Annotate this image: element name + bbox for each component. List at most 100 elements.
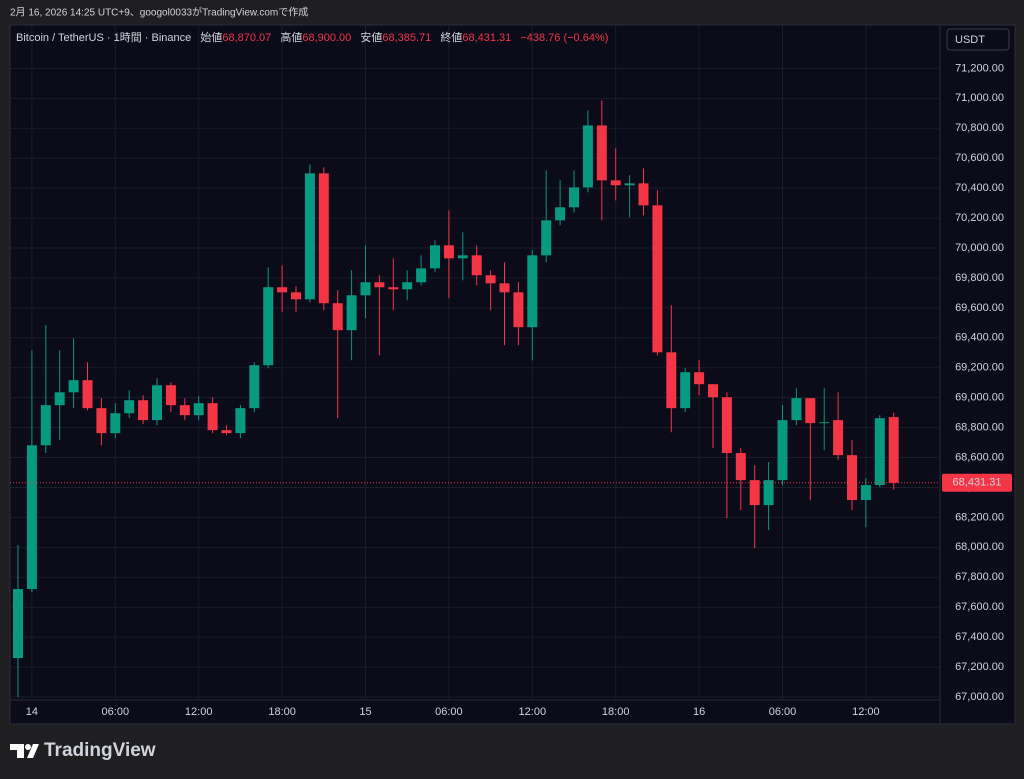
- candle-body: [318, 173, 329, 304]
- y-tick-label: 70,200.00: [955, 212, 1004, 224]
- logo-dot: [25, 744, 31, 750]
- symbol: Bitcoin / TetherUS · 1時間 · Binance: [16, 31, 191, 44]
- candle-body: [652, 205, 663, 353]
- candle-body: [457, 255, 468, 259]
- candle-body: [68, 380, 79, 393]
- candle-body: [721, 397, 732, 454]
- y-tick-label: 71,200.00: [955, 62, 1004, 74]
- candle-body: [277, 287, 288, 293]
- candle-body: [777, 420, 788, 481]
- x-tick-label: 12:00: [852, 706, 880, 718]
- candle-body: [708, 384, 718, 398]
- change: −438.76 (−0.64%): [520, 32, 608, 44]
- candle-body: [527, 255, 538, 328]
- y-tick-label: 68,000.00: [955, 541, 1004, 553]
- y-tick-label: 67,800.00: [955, 571, 1004, 583]
- x-tick-label: 18:00: [268, 706, 296, 718]
- candle-body: [485, 275, 496, 284]
- x-tick-label: 14: [26, 706, 38, 718]
- candle-body: [569, 187, 579, 208]
- caption: 2月 16, 2026 14:25 UTC+9、googol0033がTradi…: [10, 6, 308, 19]
- candle-body: [638, 183, 649, 206]
- y-tick-label: 69,600.00: [955, 302, 1004, 314]
- close-value: 68,431.31: [462, 32, 511, 44]
- y-tick-label: 68,800.00: [955, 422, 1004, 434]
- candle-body: [888, 417, 899, 483]
- candle-body: [513, 292, 524, 328]
- candle-body: [110, 413, 121, 434]
- candle-body: [833, 420, 844, 456]
- candle-body: [249, 365, 260, 409]
- candle-body: [124, 400, 135, 414]
- candle-body: [819, 422, 830, 424]
- y-tick-label: 70,000.00: [955, 242, 1004, 254]
- ohlc-header: Bitcoin / TetherUS · 1時間 · Binance 始値68,…: [16, 30, 608, 44]
- candle-body: [96, 408, 107, 434]
- open-value: 68,870.07: [222, 32, 271, 44]
- candle-body: [82, 380, 93, 409]
- candle-body: [610, 180, 621, 186]
- candle-body: [346, 295, 357, 331]
- candle-body: [235, 408, 246, 434]
- candle-body: [193, 403, 204, 416]
- x-tick-label: 06:00: [769, 706, 797, 718]
- last-price-label: 68,431.31: [953, 477, 1002, 489]
- candle-body: [763, 480, 774, 506]
- y-tick-label: 71,000.00: [955, 92, 1004, 104]
- candle-body: [332, 303, 343, 331]
- open-label: 始値: [200, 30, 222, 44]
- last-price-box: [942, 473, 1012, 492]
- candle-body: [847, 455, 857, 501]
- candle-body: [40, 405, 51, 446]
- candle-body: [13, 589, 23, 659]
- candle-body: [860, 485, 871, 501]
- y-tick-label: 69,200.00: [955, 362, 1004, 374]
- currency: USDT: [955, 34, 985, 46]
- candle-body: [416, 268, 427, 283]
- high-label: 高値: [280, 30, 302, 44]
- candle-body: [179, 405, 190, 416]
- candles: [13, 100, 899, 698]
- candle-body: [694, 372, 705, 385]
- candle-body: [138, 400, 149, 421]
- candle-body: [304, 173, 315, 300]
- candle-body: [874, 418, 885, 486]
- y-tick-label: 68,600.00: [955, 451, 1004, 463]
- brand: TradingView: [44, 740, 156, 761]
- candle-body: [360, 282, 371, 296]
- candle-body: [666, 352, 677, 409]
- logo-mark: [27, 744, 39, 758]
- y-tick-label: 69,000.00: [955, 392, 1004, 404]
- candle-body: [374, 282, 385, 288]
- candle-body: [471, 255, 482, 276]
- candle-body: [26, 445, 37, 590]
- candle-body: [402, 282, 413, 290]
- y-tick-label: 69,400.00: [955, 332, 1004, 344]
- currency-button[interactable]: [946, 28, 1010, 51]
- candle-body: [221, 430, 232, 434]
- candle-body: [735, 453, 746, 481]
- candle-body: [791, 398, 802, 421]
- x-tick-label: 16: [693, 706, 705, 718]
- y-tick-label: 67,600.00: [955, 601, 1004, 613]
- candle-body: [805, 398, 816, 424]
- y-tick-label: 68,200.00: [955, 511, 1004, 523]
- candle-body: [596, 125, 607, 181]
- candle-body: [388, 287, 399, 290]
- x-tick-label: 15: [359, 706, 371, 718]
- logo-mark: [10, 744, 24, 758]
- chart-panel: [9, 24, 1016, 725]
- candle-body: [207, 403, 218, 431]
- candle-body: [263, 287, 274, 366]
- y-tick-label: 70,800.00: [955, 122, 1004, 134]
- candle-body: [541, 220, 552, 256]
- y-tick-label: 67,000.00: [955, 691, 1004, 703]
- x-tick-label: 06:00: [435, 706, 463, 718]
- high-value: 68,900.00: [302, 32, 351, 44]
- candle-body: [152, 385, 162, 421]
- x-tick-label: 06:00: [102, 706, 130, 718]
- candle-body: [624, 183, 635, 186]
- candle-body: [749, 480, 760, 506]
